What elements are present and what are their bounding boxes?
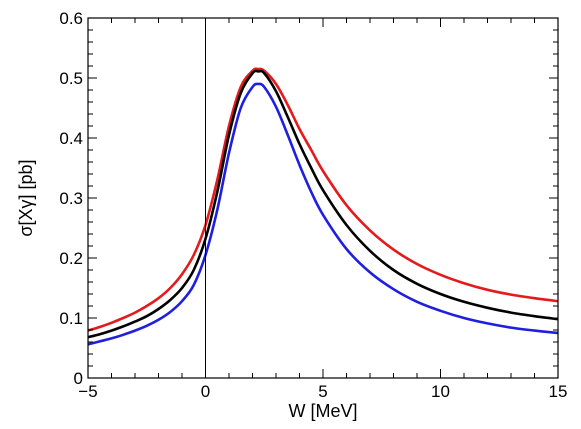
x-tick-label: −5 bbox=[78, 382, 97, 401]
y-tick-label: 0.1 bbox=[59, 309, 83, 328]
y-tick-label: 0.6 bbox=[59, 9, 83, 28]
y-tick-label: 0 bbox=[74, 369, 83, 388]
y-tick-label: 0.3 bbox=[59, 189, 83, 208]
series-line-3 bbox=[87, 82, 559, 346]
series-line-1 bbox=[87, 67, 559, 332]
ticks bbox=[87, 17, 559, 379]
x-tick-label: 15 bbox=[549, 382, 568, 401]
y-tick-label: 0.5 bbox=[59, 69, 83, 88]
x-axis-label: W [MeV] bbox=[288, 401, 357, 421]
series-line-2 bbox=[87, 69, 559, 339]
y-tick-label: 0.4 bbox=[59, 129, 83, 148]
y-tick-label: 0.2 bbox=[59, 249, 83, 268]
x-tick-label: 5 bbox=[318, 382, 327, 401]
x-tick-label: 10 bbox=[431, 382, 450, 401]
x-tick-label: 0 bbox=[201, 382, 210, 401]
plot-curves bbox=[87, 67, 559, 346]
y-axis-label: σ[Xγ] [pb] bbox=[16, 159, 36, 236]
